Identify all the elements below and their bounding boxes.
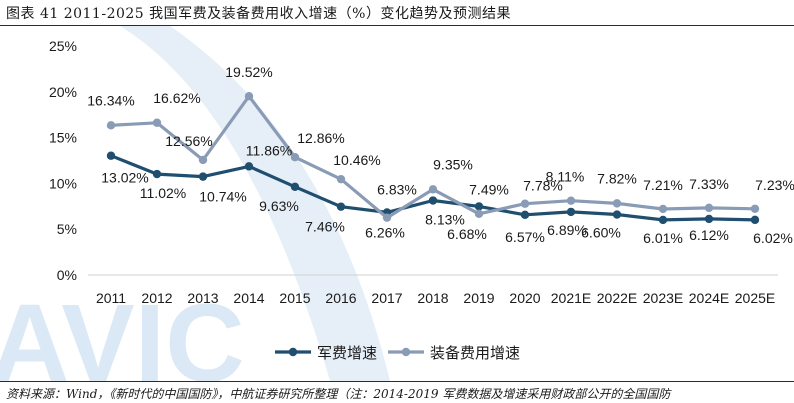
data-label: 6.83% <box>377 181 417 197</box>
series-point <box>612 199 622 208</box>
data-label: 6.12% <box>689 227 729 243</box>
x-tick-label: 2020 <box>509 290 540 306</box>
y-tick-label: 15% <box>49 130 77 146</box>
chart-lines <box>106 91 760 225</box>
x-tick-label: 2023E <box>643 290 683 306</box>
data-label: 7.23% <box>755 177 794 193</box>
x-tick-label: 2025E <box>735 290 775 306</box>
series-point <box>704 203 714 213</box>
data-label: 12.86% <box>297 130 344 146</box>
data-label: 6.89% <box>547 222 587 238</box>
series-point <box>198 172 208 181</box>
data-label: 6.68% <box>447 226 487 242</box>
series-point <box>520 199 530 208</box>
watermark-swoosh <box>120 26 390 381</box>
data-label: 11.86% <box>246 142 292 158</box>
series-point <box>658 215 668 225</box>
data-label: 6.02% <box>753 230 793 246</box>
x-tick-label: 2015 <box>279 290 310 306</box>
data-label: 19.52% <box>225 64 272 80</box>
footer-rule <box>0 381 794 382</box>
data-label: 6.60% <box>581 225 621 241</box>
data-label: 7.82% <box>597 170 637 186</box>
x-tick-label: 2016 <box>325 290 356 306</box>
data-label: 11.02% <box>140 185 186 201</box>
series-point <box>566 196 576 205</box>
y-tick-label: 25% <box>49 38 77 54</box>
data-label: 16.62% <box>153 90 200 106</box>
series-point <box>152 118 162 127</box>
avic-watermark: AVIC <box>0 26 390 381</box>
series-point <box>658 204 668 214</box>
data-label: 10.74% <box>199 189 246 205</box>
series-point <box>474 209 484 219</box>
y-tick-label: 20% <box>49 84 77 100</box>
y-tick-label: 5% <box>57 221 77 237</box>
data-label: 16.34% <box>87 92 134 108</box>
data-label: 7.21% <box>643 177 683 193</box>
series-point <box>428 196 438 205</box>
x-tick-label: 2022E <box>597 290 637 306</box>
data-label: 8.11% <box>546 169 585 185</box>
data-label: 7.78% <box>523 178 563 194</box>
data-label: 7.49% <box>469 181 509 197</box>
series-point <box>704 214 714 224</box>
y-tick-label: 0% <box>57 267 77 283</box>
series-point <box>612 210 622 219</box>
series-point <box>244 162 254 171</box>
data-label: 7.46% <box>305 219 345 235</box>
series-point <box>336 202 346 211</box>
data-label: 13.02% <box>101 170 148 186</box>
data-label: 6.01% <box>643 230 683 246</box>
x-tick-label: 2018 <box>417 290 448 306</box>
x-tick-label: 2011 <box>96 290 126 306</box>
series-point <box>106 151 116 160</box>
data-label: 7.33% <box>689 176 729 192</box>
legend-label: 装备费用增速 <box>430 345 520 362</box>
line-chart: 0% 5% 10% 15% 20% 25% 2011 2012 2013 2014 2015 2016… <box>49 38 794 362</box>
x-tick-label: 2013 <box>187 290 218 306</box>
series-point <box>566 207 576 217</box>
figure-header: 图表 41 2011-2025 我国军费及装备费用收入增速（%）变化趋势及预测结… <box>0 0 794 26</box>
x-tick-label: 2024E <box>689 290 729 306</box>
data-label: 9.63% <box>259 198 299 214</box>
series-point <box>474 202 484 211</box>
data-label: 6.26% <box>365 225 405 241</box>
data-label: 8.13% <box>425 212 465 228</box>
chart-axes: 0% 5% 10% 15% 20% 25% 2011 2012 2013 2014 2015 2016… <box>49 38 778 306</box>
x-tick-label: 2021E <box>551 290 591 306</box>
legend-marker <box>401 347 411 357</box>
series-point <box>244 91 254 101</box>
series-point <box>428 185 438 194</box>
data-label: 10.46% <box>333 152 380 168</box>
series-point <box>750 215 760 225</box>
x-tick-label: 2014 <box>233 290 264 306</box>
series-point <box>106 121 116 130</box>
series-point <box>336 174 346 184</box>
x-tick-label: 2019 <box>463 290 494 306</box>
series-point <box>520 210 530 220</box>
data-label: 9.35% <box>433 156 473 172</box>
chart-legend: 军费增速 装备费用增速 <box>275 345 520 362</box>
header-rule <box>0 25 794 26</box>
series-point <box>382 213 392 222</box>
x-tick-label: 2012 <box>141 290 172 306</box>
series-point <box>290 153 300 162</box>
legend-label: 军费增速 <box>317 345 377 362</box>
watermark-text: AVIC <box>0 282 245 381</box>
series-point <box>152 169 162 179</box>
data-label: 6.57% <box>505 229 545 245</box>
legend-marker <box>288 347 298 357</box>
series-point <box>198 155 208 165</box>
series-point <box>750 204 760 213</box>
chart-data-labels: 13.02%11.02% 10.74% 11.86% 9.63% 7.46% 6.83% 8… <box>87 64 794 246</box>
x-tick-label: 2017 <box>371 290 402 306</box>
series-point <box>290 182 300 191</box>
figure-footer: 资料来源：Wind，《新时代的中国国防》，中航证券研究所整理（注：2014-20… <box>0 381 794 403</box>
source-note: 资料来源：Wind，《新时代的中国国防》，中航证券研究所整理（注：2014-20… <box>6 387 671 401</box>
y-tick-label: 10% <box>49 175 77 191</box>
data-label: 12.56% <box>165 133 212 149</box>
figure-title: 图表 41 2011-2025 我国军费及装备费用收入增速（%）变化趋势及预测结… <box>6 6 511 22</box>
